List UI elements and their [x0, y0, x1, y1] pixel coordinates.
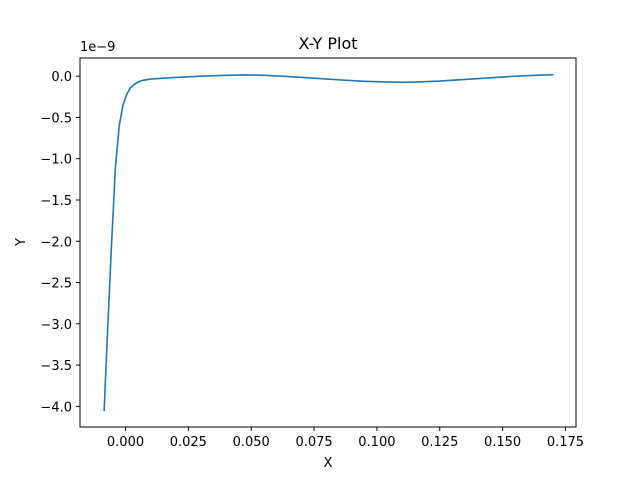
x-tick-label: 0.025 [170, 435, 207, 450]
x-tick-label: 0.125 [421, 435, 458, 450]
y-tick-label: 0.0 [51, 70, 72, 85]
x-tick-label: 0.175 [547, 435, 584, 450]
y-tick-label: −2.5 [40, 277, 72, 292]
series-layer [103, 73, 554, 412]
y-tick-label: −2.0 [40, 235, 72, 250]
x-axis-label: X [324, 456, 333, 471]
chart-title: X-Y Plot [298, 34, 357, 53]
y-axis-label: Y [14, 238, 29, 247]
plot-frame [79, 57, 577, 428]
x-tick-label: 0.000 [107, 435, 144, 450]
x-tick-label: 0.050 [233, 435, 270, 450]
ticks-layer: 0.000 0.025 0.050 0.075 0.100 0.125 0.150 0.175… [40, 70, 584, 450]
x-tick-label: 0.100 [358, 435, 395, 450]
y-tick-label: −1.0 [40, 153, 72, 168]
y-tick-label: −3.5 [40, 359, 72, 374]
y-offset-label: 1e−9 [80, 40, 115, 55]
y-tick-label: −1.5 [40, 194, 72, 209]
y-tick-label: −3.0 [40, 318, 72, 333]
x-tick-label: 0.150 [484, 435, 521, 450]
series-line [103, 73, 554, 412]
x-tick-label: 0.075 [295, 435, 332, 450]
y-tick-label: −0.5 [40, 111, 72, 126]
y-tick-label: −4.0 [40, 400, 72, 415]
